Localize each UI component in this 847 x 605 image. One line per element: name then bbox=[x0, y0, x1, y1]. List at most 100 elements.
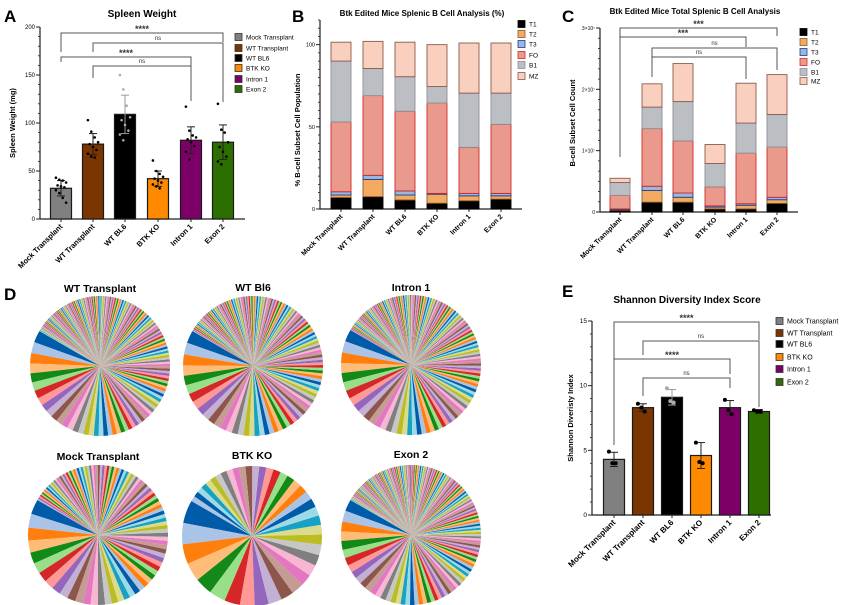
pie-slice bbox=[411, 519, 480, 535]
bar-segment-mz bbox=[394, 41, 416, 78]
legend-swatch bbox=[234, 44, 243, 52]
pie-slice bbox=[411, 299, 438, 365]
pie-slice bbox=[57, 309, 100, 366]
pie-slice bbox=[411, 474, 448, 535]
pie-slice bbox=[88, 366, 100, 436]
pie-slice bbox=[95, 465, 98, 535]
significance-bracket bbox=[92, 42, 224, 102]
pie-slice bbox=[253, 338, 319, 366]
bar bbox=[81, 143, 105, 220]
pie-slice bbox=[98, 524, 168, 535]
pie-slice bbox=[411, 469, 438, 535]
pie-slice bbox=[192, 330, 253, 366]
pie-slice bbox=[233, 298, 253, 366]
pie-slice bbox=[252, 480, 301, 536]
pie-slice bbox=[100, 366, 160, 405]
data-point bbox=[56, 184, 59, 187]
pie-slice bbox=[181, 522, 252, 545]
pie-slice bbox=[183, 366, 253, 386]
pie-slice bbox=[401, 365, 411, 435]
pie-slice bbox=[411, 321, 468, 365]
pie-slice bbox=[67, 366, 100, 431]
pie-slice bbox=[98, 535, 167, 554]
pie-slice bbox=[98, 474, 137, 535]
pie-slice bbox=[98, 466, 117, 535]
y-tick-label: 2×10⁷ bbox=[582, 87, 595, 93]
pie-slice bbox=[100, 313, 149, 366]
bar-segment-t1 bbox=[641, 201, 663, 213]
pie-slice bbox=[411, 365, 470, 407]
pie-slice bbox=[391, 297, 411, 365]
pie-slice bbox=[89, 296, 100, 366]
pie-slice bbox=[253, 366, 316, 401]
data-point bbox=[639, 405, 644, 410]
legend-label: BTK KO bbox=[787, 355, 813, 362]
pie-slice bbox=[411, 295, 417, 365]
pie-slice bbox=[98, 535, 153, 584]
pie-slice bbox=[350, 498, 411, 535]
pie-chart: WT Transplant bbox=[29, 283, 171, 437]
data-point bbox=[90, 130, 93, 133]
pie-slice bbox=[402, 465, 411, 535]
pie-slice bbox=[31, 500, 98, 535]
pie-slice bbox=[98, 500, 161, 535]
pie-slice bbox=[88, 296, 100, 366]
pie-slice bbox=[98, 485, 150, 535]
pie-slice bbox=[253, 311, 299, 366]
pie-slice bbox=[340, 531, 411, 542]
pie-slice bbox=[210, 536, 252, 601]
pie-slice bbox=[98, 535, 168, 550]
pie-slice bbox=[91, 296, 100, 366]
pie-slice bbox=[235, 297, 253, 366]
pie-slice bbox=[353, 324, 411, 365]
pie-slice bbox=[341, 365, 411, 383]
pie-slice bbox=[100, 342, 167, 366]
pie-slice bbox=[383, 300, 411, 365]
bar-segment-fo bbox=[362, 95, 384, 176]
pie-slice bbox=[212, 308, 253, 366]
pie-slice bbox=[100, 366, 163, 400]
pie-slice bbox=[98, 296, 100, 366]
pie-slice bbox=[230, 299, 253, 366]
pie-slice bbox=[100, 366, 169, 382]
pie-slice bbox=[219, 366, 253, 431]
pie-slice bbox=[374, 475, 411, 535]
bar-segment-mz bbox=[458, 42, 480, 94]
pie-slice bbox=[376, 473, 411, 535]
pie-slice bbox=[100, 305, 137, 366]
pie-slice bbox=[93, 296, 100, 366]
pie-slice bbox=[411, 486, 463, 535]
pie-slice bbox=[253, 314, 302, 366]
pie-slice bbox=[411, 472, 444, 535]
legend-label: B1 bbox=[529, 63, 537, 70]
pie-slice bbox=[82, 297, 100, 366]
pie-slice bbox=[356, 320, 411, 365]
data-point bbox=[118, 133, 122, 136]
pie-slice bbox=[411, 358, 481, 365]
pie-slice bbox=[253, 366, 306, 415]
data-point bbox=[751, 408, 756, 413]
pie-slice bbox=[411, 491, 467, 535]
pie-slice bbox=[72, 469, 98, 535]
pie-slice bbox=[43, 489, 98, 535]
pie-slice bbox=[100, 296, 103, 366]
pie-slice bbox=[51, 366, 100, 421]
pie-slice bbox=[353, 365, 411, 412]
pie-slice bbox=[408, 295, 411, 365]
pie-slice bbox=[411, 335, 476, 365]
pie-slice bbox=[390, 467, 411, 535]
pie-slice bbox=[253, 296, 262, 366]
pie-slice bbox=[411, 535, 469, 577]
bar-segment-b1 bbox=[426, 86, 448, 104]
pie-slice bbox=[100, 308, 141, 366]
pie-slice bbox=[411, 318, 465, 365]
pie-slice bbox=[356, 320, 411, 365]
pie-slice bbox=[395, 466, 411, 535]
pie-slice bbox=[252, 534, 323, 545]
pie-slice bbox=[253, 297, 269, 366]
pie-slice bbox=[61, 366, 100, 428]
pie-slice bbox=[100, 297, 118, 366]
pie-slice bbox=[100, 297, 116, 366]
pie-slice bbox=[203, 315, 253, 366]
pie-slice bbox=[386, 469, 411, 535]
